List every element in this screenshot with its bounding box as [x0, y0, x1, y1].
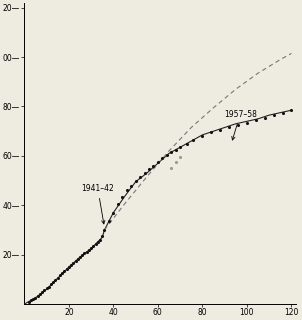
- Point: [185, 141, 189, 146]
- Point: [80, 252, 85, 258]
- Point: [253, 117, 258, 123]
- Point: [95, 240, 100, 245]
- Point: [227, 125, 232, 130]
- Point: [236, 123, 240, 128]
- Point: [47, 284, 51, 289]
- Point: [124, 188, 129, 193]
- Point: [40, 290, 44, 295]
- Point: [169, 150, 174, 155]
- Point: [138, 174, 143, 180]
- Point: [57, 273, 62, 278]
- Point: [173, 147, 178, 152]
- Point: [98, 237, 102, 243]
- Point: [62, 268, 67, 274]
- Point: [49, 282, 53, 287]
- Point: [93, 242, 98, 247]
- Point: [164, 152, 169, 157]
- Point: [82, 251, 87, 256]
- Point: [102, 228, 107, 233]
- Point: [191, 137, 196, 142]
- Point: [245, 120, 249, 125]
- Point: [35, 293, 40, 299]
- Point: [271, 113, 276, 118]
- Text: 1941–42: 1941–42: [82, 184, 114, 224]
- Point: [86, 247, 91, 252]
- Point: [37, 292, 42, 297]
- Point: [29, 298, 34, 303]
- Point: [78, 255, 82, 260]
- Point: [66, 264, 71, 269]
- Point: [69, 262, 73, 268]
- Point: [115, 202, 120, 207]
- Point: [173, 159, 178, 164]
- Point: [42, 288, 47, 293]
- Point: [133, 178, 138, 183]
- Point: [289, 108, 294, 113]
- Point: [44, 286, 49, 291]
- Point: [178, 155, 182, 160]
- Point: [111, 210, 116, 215]
- Point: [160, 156, 165, 161]
- Point: [156, 159, 160, 164]
- Point: [53, 277, 58, 283]
- Point: [89, 245, 94, 251]
- Point: [142, 171, 147, 176]
- Point: [60, 271, 65, 276]
- Point: [129, 183, 133, 188]
- Point: [100, 234, 104, 239]
- Point: [64, 267, 69, 272]
- Point: [75, 257, 80, 262]
- Point: [262, 115, 267, 120]
- Point: [151, 163, 156, 168]
- Point: [280, 110, 285, 115]
- Point: [120, 194, 125, 199]
- Point: [218, 127, 223, 132]
- Point: [84, 249, 89, 254]
- Point: [73, 259, 78, 264]
- Point: [33, 295, 38, 300]
- Point: [55, 275, 60, 280]
- Point: [209, 130, 214, 135]
- Point: [51, 279, 56, 284]
- Point: [107, 219, 111, 224]
- Point: [31, 297, 36, 302]
- Point: [200, 133, 205, 139]
- Point: [178, 145, 182, 150]
- Point: [146, 167, 151, 172]
- Point: [169, 166, 174, 171]
- Point: [71, 260, 76, 266]
- Text: 1957–58: 1957–58: [224, 110, 257, 140]
- Point: [26, 299, 31, 304]
- Point: [91, 244, 96, 249]
